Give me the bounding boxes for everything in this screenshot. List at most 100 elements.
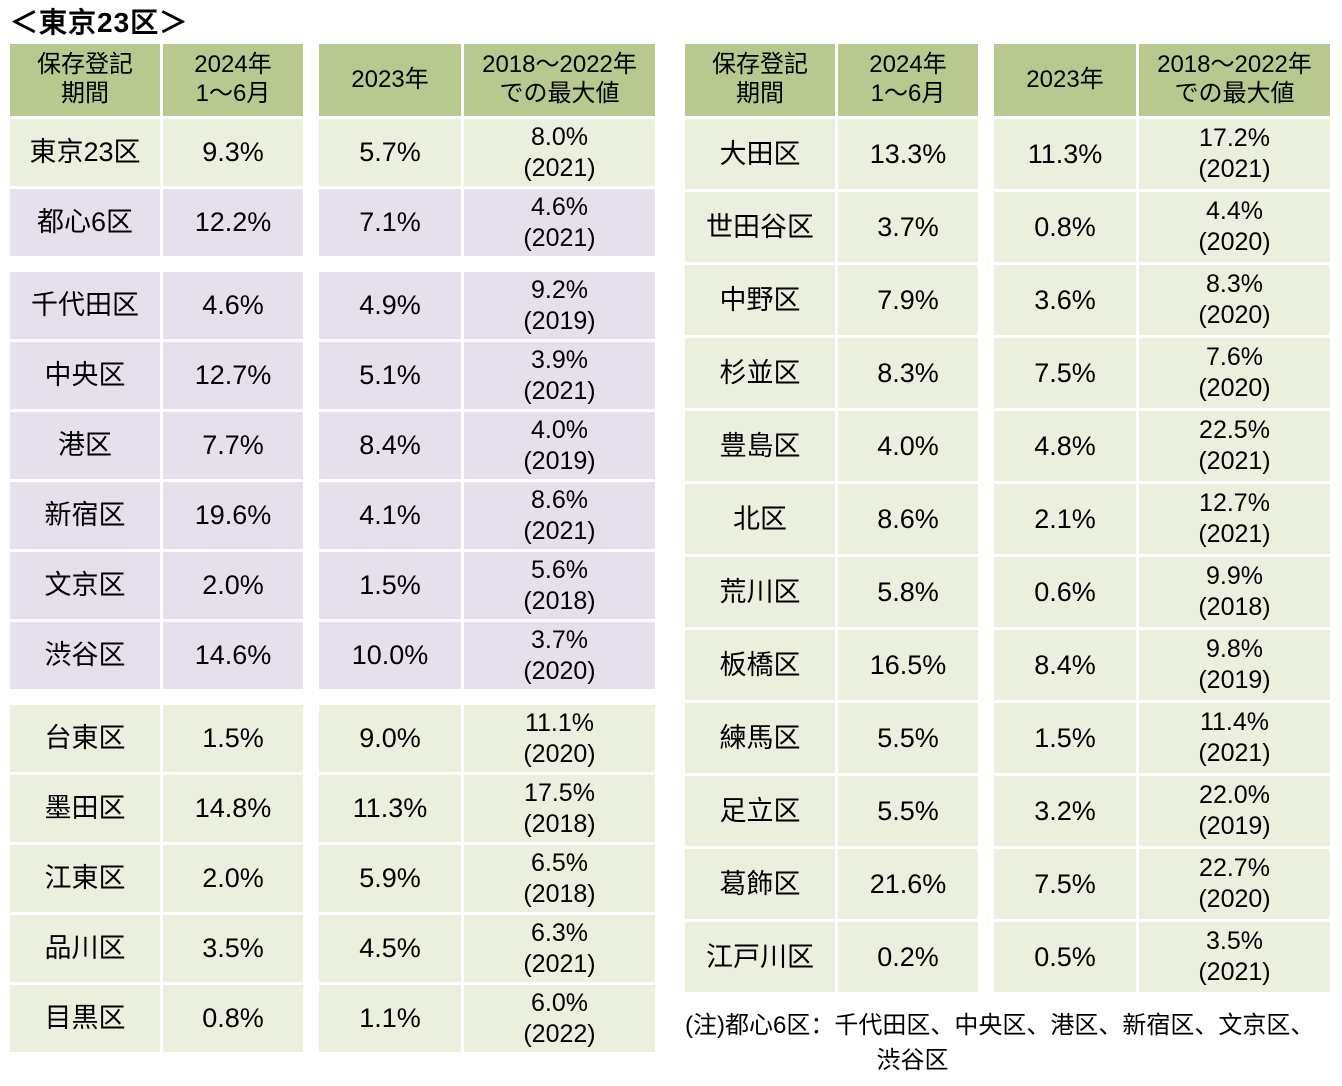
table-row: 板橋区 16.5% 8.4% 9.8% (2019) [685,630,1330,700]
value-2024-h1-cell: 0.8% [163,985,303,1052]
column-gap [303,412,319,479]
column-header-2023: 2023年 [994,44,1136,116]
column-gap [303,342,319,409]
ward-period-table-left: 保存登記 期間 2024年 1～6月 2023年 2018～2022年 での最大… [10,44,655,1055]
max-value-cell: 3.9% (2021) [464,342,655,409]
value-2024-h1-cell: 13.3% [838,119,978,189]
ward-name-cell: 葛飾区 [685,849,835,919]
column-gap [303,189,319,256]
value-2023-cell: 4.5% [319,915,461,982]
value-2024-h1-cell: 19.6% [163,482,303,549]
ward-name-cell: 北区 [685,484,835,554]
page-title: ＜東京23区＞ [10,7,189,38]
column-gap [303,845,319,912]
value-2024-h1-cell: 7.9% [838,265,978,335]
ward-name-cell: 中央区 [10,342,160,409]
value-2023-cell: 1.5% [994,703,1136,773]
column-gap [303,552,319,619]
value-2023-cell: 3.2% [994,776,1136,846]
value-2023-cell: 4.8% [994,411,1136,481]
ward-name-cell: 品川区 [10,915,160,982]
table-row: 葛飾区 21.6% 7.5% 22.7% (2020) [685,849,1330,919]
value-2024-h1-cell: 3.5% [163,915,303,982]
value-2023-cell: 9.0% [319,705,461,772]
value-2023-cell: 0.5% [994,922,1136,992]
ward-name-cell: 目黒区 [10,985,160,1052]
value-2024-h1-cell: 5.5% [838,703,978,773]
max-value-cell: 9.9% (2018) [1139,557,1330,627]
table-row: 千代田区 4.6% 4.9% 9.2% (2019) [10,272,655,339]
ward-name-cell: 荒川区 [685,557,835,627]
column-gap [978,484,994,554]
ward-name-cell: 墨田区 [10,775,160,842]
column-gap [303,272,319,339]
column-gap [978,119,994,189]
column-gap [303,985,319,1052]
ward-name-cell: 大田区 [685,119,835,189]
column-header-2024-h1: 2024年 1～6月 [838,44,978,116]
table-row: 練馬区 5.5% 1.5% 11.4% (2021) [685,703,1330,773]
column-gap [303,775,319,842]
table-row: 台東区 1.5% 9.0% 11.1% (2020) [10,705,655,772]
ward-name-cell: 千代田区 [10,272,160,339]
column-header-registration-period: 保存登記 期間 [685,44,835,116]
ward-name-cell: 都心6区 [10,189,160,256]
value-2024-h1-cell: 4.0% [838,411,978,481]
value-2023-cell: 7.5% [994,849,1136,919]
table-row: 江戸川区 0.2% 0.5% 3.5% (2021) [685,922,1330,992]
value-2023-cell: 8.4% [994,630,1136,700]
value-2023-cell: 7.1% [319,189,461,256]
ward-name-cell: 杉並区 [685,338,835,408]
max-value-cell: 11.4% (2021) [1139,703,1330,773]
ward-name-cell: 豊島区 [685,411,835,481]
footnote: (注)都心6区：千代田区、中央区、港区、新宿区、文京区、 渋谷区 [685,1008,1330,1078]
table-row: 東京23区 9.3% 5.7% 8.0% (2021) [10,119,655,186]
table-row: 目黒区 0.8% 1.1% 6.0% (2022) [10,985,655,1052]
value-2024-h1-cell: 8.3% [838,338,978,408]
max-value-cell: 3.7% (2020) [464,622,655,689]
table-row: 新宿区 19.6% 4.1% 8.6% (2021) [10,482,655,549]
table-row: 豊島区 4.0% 4.8% 22.5% (2021) [685,411,1330,481]
column-gap [303,705,319,772]
column-gap [978,338,994,408]
table-row: 足立区 5.5% 3.2% 22.0% (2019) [685,776,1330,846]
value-2024-h1-cell: 5.8% [838,557,978,627]
column-gap [978,922,994,992]
table-row: 杉並区 8.3% 7.5% 7.6% (2020) [685,338,1330,408]
max-value-cell: 3.5% (2021) [1139,922,1330,992]
tables-container: 保存登記 期間 2024年 1～6月 2023年 2018～2022年 での最大… [0,44,1342,1078]
value-2023-cell: 5.1% [319,342,461,409]
column-gap [978,849,994,919]
table-row: 渋谷区 14.6% 10.0% 3.7% (2020) [10,622,655,689]
value-2024-h1-cell: 9.3% [163,119,303,186]
table-row: 荒川区 5.8% 0.6% 9.9% (2018) [685,557,1330,627]
table-row: 北区 8.6% 2.1% 12.7% (2021) [685,484,1330,554]
footnote-line: (注)都心6区：千代田区、中央区、港区、新宿区、文京区、 [685,1012,1315,1039]
footnote-line: 渋谷区 [876,1047,949,1074]
value-2023-cell: 4.1% [319,482,461,549]
ward-name-cell: 文京区 [10,552,160,619]
value-2024-h1-cell: 2.0% [163,552,303,619]
value-2023-cell: 7.5% [994,338,1136,408]
max-value-cell: 17.2% (2021) [1139,119,1330,189]
table-row: 都心6区 12.2% 7.1% 4.6% (2021) [10,189,655,256]
table-row: 品川区 3.5% 4.5% 6.3% (2021) [10,915,655,982]
column-gap [303,119,319,186]
ward-name-cell: 中野区 [685,265,835,335]
max-value-cell: 5.6% (2018) [464,552,655,619]
right-column: 保存登記 期間 2024年 1～6月 2023年 2018～2022年 での最大… [685,44,1330,1078]
max-value-cell: 22.0% (2019) [1139,776,1330,846]
table-row: 港区 7.7% 8.4% 4.0% (2019) [10,412,655,479]
ward-name-cell: 東京23区 [10,119,160,186]
value-2024-h1-cell: 14.8% [163,775,303,842]
ward-name-cell: 足立区 [685,776,835,846]
value-2023-cell: 1.1% [319,985,461,1052]
table-row: 中野区 7.9% 3.6% 8.3% (2020) [685,265,1330,335]
column-header-registration-period: 保存登記 期間 [10,44,160,116]
value-2023-cell: 0.8% [994,192,1136,262]
value-2024-h1-cell: 3.7% [838,192,978,262]
table-row: 文京区 2.0% 1.5% 5.6% (2018) [10,552,655,619]
value-2024-h1-cell: 1.5% [163,705,303,772]
value-2024-h1-cell: 2.0% [163,845,303,912]
value-2024-h1-cell: 4.6% [163,272,303,339]
